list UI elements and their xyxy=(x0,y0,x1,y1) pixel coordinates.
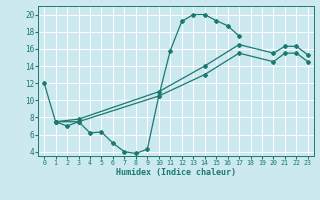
X-axis label: Humidex (Indice chaleur): Humidex (Indice chaleur) xyxy=(116,168,236,177)
